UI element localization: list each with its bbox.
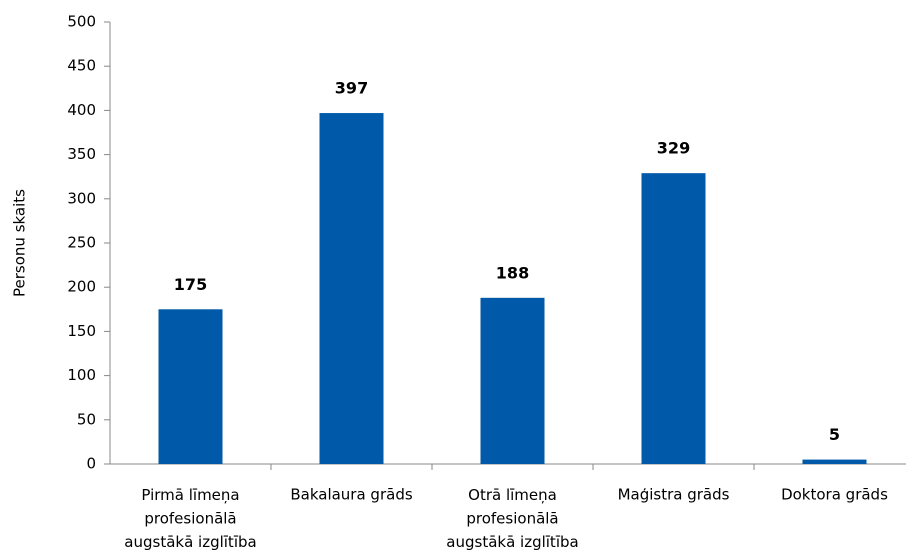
bar (480, 297, 545, 464)
value-label: 5 (829, 425, 840, 444)
y-tick-label: 100 (67, 366, 96, 384)
y-tick-label: 0 (86, 455, 96, 473)
x-tick-label: Maģistra grāds (618, 486, 730, 504)
y-tick-label: 400 (67, 101, 96, 119)
bar (319, 113, 384, 464)
value-label: 175 (174, 275, 207, 294)
bar (802, 459, 867, 464)
y-tick-label: 150 (67, 322, 96, 340)
y-tick-label: 300 (67, 189, 96, 207)
y-tick-label: 250 (67, 234, 96, 252)
y-tick-label: 350 (67, 145, 96, 163)
value-label: 397 (335, 79, 368, 98)
y-axis-label: Personu skaits (11, 189, 29, 297)
value-label: 329 (657, 139, 690, 158)
y-tick-label: 50 (77, 410, 96, 428)
y-tick-label: 450 (67, 57, 96, 75)
bar (158, 309, 223, 464)
bar (641, 173, 706, 464)
y-tick-label: 500 (67, 13, 96, 31)
x-tick-label: Bakalaura grāds (290, 486, 412, 504)
value-label: 188 (496, 263, 529, 282)
x-tick-label: Otrā līmeņa profesionālā augstākā izglītīb… (446, 486, 578, 551)
y-tick-label: 200 (67, 278, 96, 296)
x-tick-label: Doktora grāds (781, 486, 888, 504)
x-tick-label: Pirmā līmeņa profesionālā augstākā izglītī… (124, 486, 256, 551)
